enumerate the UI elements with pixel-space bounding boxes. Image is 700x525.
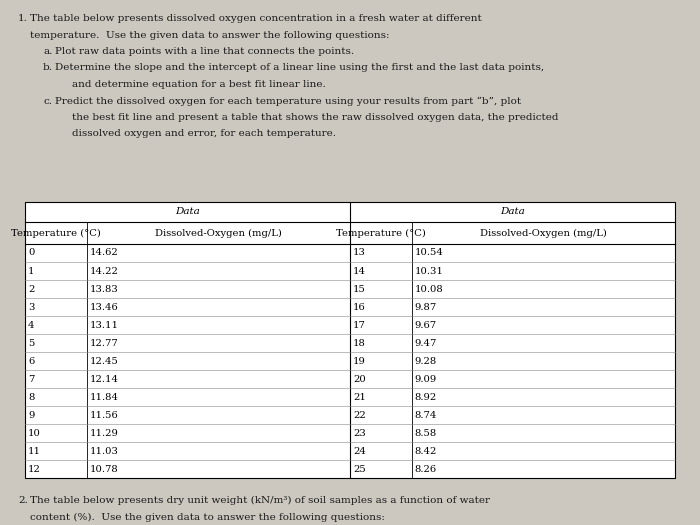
- Text: Temperature (°C): Temperature (°C): [11, 228, 101, 238]
- Text: 13.11: 13.11: [90, 320, 119, 330]
- Text: a.: a.: [43, 47, 52, 56]
- Text: 1: 1: [28, 267, 34, 276]
- Text: Predict the dissolved oxygen for each temperature using your results from part “: Predict the dissolved oxygen for each te…: [55, 97, 521, 106]
- Text: 14.62: 14.62: [90, 248, 118, 257]
- Text: temperature.  Use the given data to answer the following questions:: temperature. Use the given data to answe…: [30, 30, 389, 39]
- Text: Data: Data: [500, 207, 525, 216]
- Text: b.: b.: [43, 64, 53, 72]
- Text: 10.08: 10.08: [414, 285, 444, 293]
- Text: 6: 6: [28, 356, 34, 365]
- Text: 13.83: 13.83: [90, 285, 118, 293]
- Text: 7: 7: [28, 374, 34, 383]
- Text: Dissolved-Oxygen (mg/L): Dissolved-Oxygen (mg/L): [480, 228, 607, 238]
- Text: 2.: 2.: [18, 496, 28, 505]
- Text: 14.22: 14.22: [90, 267, 118, 276]
- Text: Dissolved-Oxygen (mg/L): Dissolved-Oxygen (mg/L): [155, 228, 282, 238]
- Text: c.: c.: [43, 97, 52, 106]
- Text: 8.26: 8.26: [414, 465, 437, 474]
- Text: 10.31: 10.31: [414, 267, 444, 276]
- Text: Plot raw data points with a line that connects the points.: Plot raw data points with a line that co…: [55, 47, 354, 56]
- Text: and determine equation for a best fit linear line.: and determine equation for a best fit li…: [72, 80, 326, 89]
- Text: 9.87: 9.87: [414, 302, 437, 311]
- Text: 24: 24: [353, 446, 366, 456]
- Text: 8: 8: [28, 393, 34, 402]
- Text: 10.78: 10.78: [90, 465, 118, 474]
- Text: 19: 19: [353, 356, 366, 365]
- Text: 11.84: 11.84: [90, 393, 119, 402]
- Text: 20: 20: [353, 374, 366, 383]
- Text: 9.28: 9.28: [414, 356, 437, 365]
- Text: 9.09: 9.09: [414, 374, 437, 383]
- Text: 5: 5: [28, 339, 34, 348]
- Text: 1.: 1.: [18, 14, 28, 23]
- Text: Determine the slope and the intercept of a linear line using the first and the l: Determine the slope and the intercept of…: [55, 64, 544, 72]
- Text: 12.14: 12.14: [90, 374, 119, 383]
- Text: 12.77: 12.77: [90, 339, 118, 348]
- Text: The table below presents dry unit weight (kN/m³) of soil samples as a function o: The table below presents dry unit weight…: [30, 496, 490, 505]
- Text: the best fit line and present a table that shows the raw dissolved oxygen data, : the best fit line and present a table th…: [72, 113, 559, 122]
- Text: 0: 0: [28, 248, 34, 257]
- Text: 9.47: 9.47: [414, 339, 437, 348]
- Text: 8.58: 8.58: [414, 428, 437, 437]
- Text: 8.92: 8.92: [414, 393, 437, 402]
- Text: Temperature (°C): Temperature (°C): [336, 228, 426, 238]
- Text: 17: 17: [353, 320, 366, 330]
- Text: 10: 10: [28, 428, 41, 437]
- Text: 4: 4: [28, 320, 34, 330]
- Text: 25: 25: [353, 465, 366, 474]
- Text: 13: 13: [353, 248, 366, 257]
- Text: 3: 3: [28, 302, 34, 311]
- Text: 14: 14: [353, 267, 366, 276]
- Text: 8.74: 8.74: [414, 411, 437, 419]
- Text: content (%).  Use the given data to answer the following questions:: content (%). Use the given data to answe…: [30, 512, 385, 522]
- Text: 13.46: 13.46: [90, 302, 118, 311]
- Text: 11: 11: [28, 446, 41, 456]
- Text: 11.29: 11.29: [90, 428, 118, 437]
- Text: 22: 22: [353, 411, 366, 419]
- Text: dissolved oxygen and error, for each temperature.: dissolved oxygen and error, for each tem…: [72, 130, 336, 139]
- Text: Data: Data: [175, 207, 200, 216]
- Text: 10.54: 10.54: [414, 248, 444, 257]
- Text: 12: 12: [28, 465, 41, 474]
- Text: 12.45: 12.45: [90, 356, 118, 365]
- Text: 9: 9: [28, 411, 34, 419]
- Text: 9.67: 9.67: [414, 320, 437, 330]
- Text: 21: 21: [353, 393, 366, 402]
- Text: 23: 23: [353, 428, 366, 437]
- Text: 15: 15: [353, 285, 366, 293]
- Text: 8.42: 8.42: [414, 446, 437, 456]
- Text: 2: 2: [28, 285, 34, 293]
- Text: 18: 18: [353, 339, 366, 348]
- Text: 11.03: 11.03: [90, 446, 118, 456]
- Text: 11.56: 11.56: [90, 411, 118, 419]
- Text: The table below presents dissolved oxygen concentration in a fresh water at diff: The table below presents dissolved oxyge…: [30, 14, 482, 23]
- Text: 16: 16: [353, 302, 366, 311]
